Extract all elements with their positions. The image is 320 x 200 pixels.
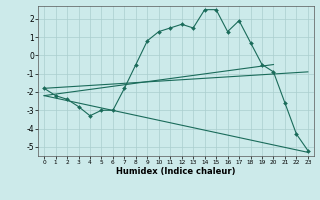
X-axis label: Humidex (Indice chaleur): Humidex (Indice chaleur) xyxy=(116,167,236,176)
